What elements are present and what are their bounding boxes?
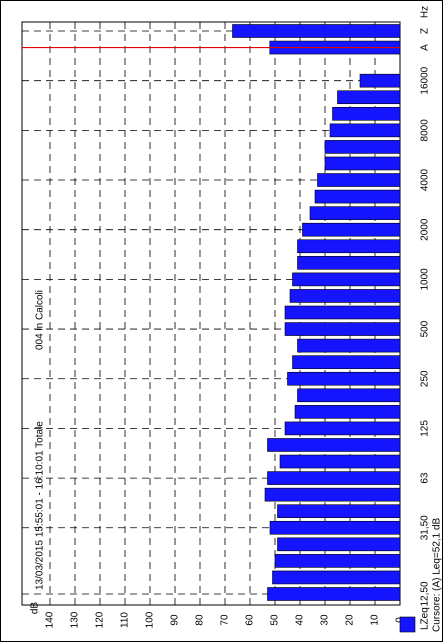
y-axis-label: dB xyxy=(30,602,41,615)
x-axis-label: Hz xyxy=(420,6,431,18)
x-tick-label: A xyxy=(420,44,431,51)
y-tick-label: 120 xyxy=(95,611,106,628)
x-tick-label: 16000 xyxy=(420,66,431,94)
chart-title: 004 in Calcoli xyxy=(35,290,46,350)
bar xyxy=(329,123,401,138)
y-tick-label: 90 xyxy=(170,614,181,626)
legend-swatch xyxy=(399,616,416,633)
y-tick-label: 140 xyxy=(45,611,56,628)
bar xyxy=(232,24,401,38)
legend-label: LZeq xyxy=(420,607,431,630)
bar xyxy=(289,289,401,303)
x-tick-label: 31,50 xyxy=(420,515,431,540)
bar xyxy=(284,305,401,320)
x-tick-label: 1000 xyxy=(420,268,431,291)
bar xyxy=(279,454,401,469)
x-tick-label: 63 xyxy=(420,472,431,484)
rotated-chart: 004 in Calcoli 13/03/2015 15:55:01 - 16:… xyxy=(21,6,443,633)
bar xyxy=(297,256,401,270)
y-tick-label: 100 xyxy=(145,611,156,628)
bar xyxy=(272,570,401,585)
bar xyxy=(302,222,401,237)
x-tick-label: 4000 xyxy=(420,168,431,191)
bar xyxy=(292,355,401,369)
y-tick-label: 10 xyxy=(370,614,381,626)
bar xyxy=(309,206,401,220)
x-tick-label: Z xyxy=(420,28,431,34)
bar xyxy=(294,405,401,419)
y-tick-label: 60 xyxy=(245,614,256,626)
bar xyxy=(284,421,401,436)
bar xyxy=(297,338,401,353)
y-tick-label: 130 xyxy=(70,611,81,628)
bar xyxy=(267,587,401,601)
bar xyxy=(314,189,401,204)
x-tick-label: 2000 xyxy=(420,218,431,241)
bar xyxy=(274,554,401,568)
cursor-annotation: Cursore: (A) Leq=52,1 dB xyxy=(432,517,443,632)
y-tick-label: 30 xyxy=(320,614,331,626)
bar xyxy=(284,322,401,336)
bar xyxy=(292,272,401,287)
bar xyxy=(332,106,401,121)
bar xyxy=(359,73,401,88)
bar xyxy=(277,537,401,552)
bar xyxy=(269,520,401,535)
x-tick-label: 12,50 xyxy=(420,581,431,606)
chart-subtitle: 13/03/2015 15:55:01 - 16:10:01 Totale xyxy=(35,421,46,590)
y-tick-label: 70 xyxy=(220,614,231,626)
y-tick-label: 20 xyxy=(345,614,356,626)
bar xyxy=(287,371,401,386)
bar xyxy=(337,90,401,105)
bar xyxy=(324,156,401,171)
x-tick-label: 250 xyxy=(420,370,431,387)
bar xyxy=(267,438,401,452)
x-tick-label: 8000 xyxy=(420,119,431,142)
bar xyxy=(277,504,401,519)
bar xyxy=(264,487,401,502)
x-tick-label: 125 xyxy=(420,420,431,437)
bar xyxy=(297,388,401,403)
bar xyxy=(297,239,401,254)
x-tick-label: 500 xyxy=(420,320,431,337)
y-tick-label: 40 xyxy=(295,614,306,626)
bar xyxy=(324,140,401,154)
bar xyxy=(317,173,401,187)
y-tick-label: 80 xyxy=(195,614,206,626)
bar xyxy=(267,471,401,485)
y-tick-label: 110 xyxy=(120,612,131,628)
y-tick-label: 50 xyxy=(270,614,281,626)
